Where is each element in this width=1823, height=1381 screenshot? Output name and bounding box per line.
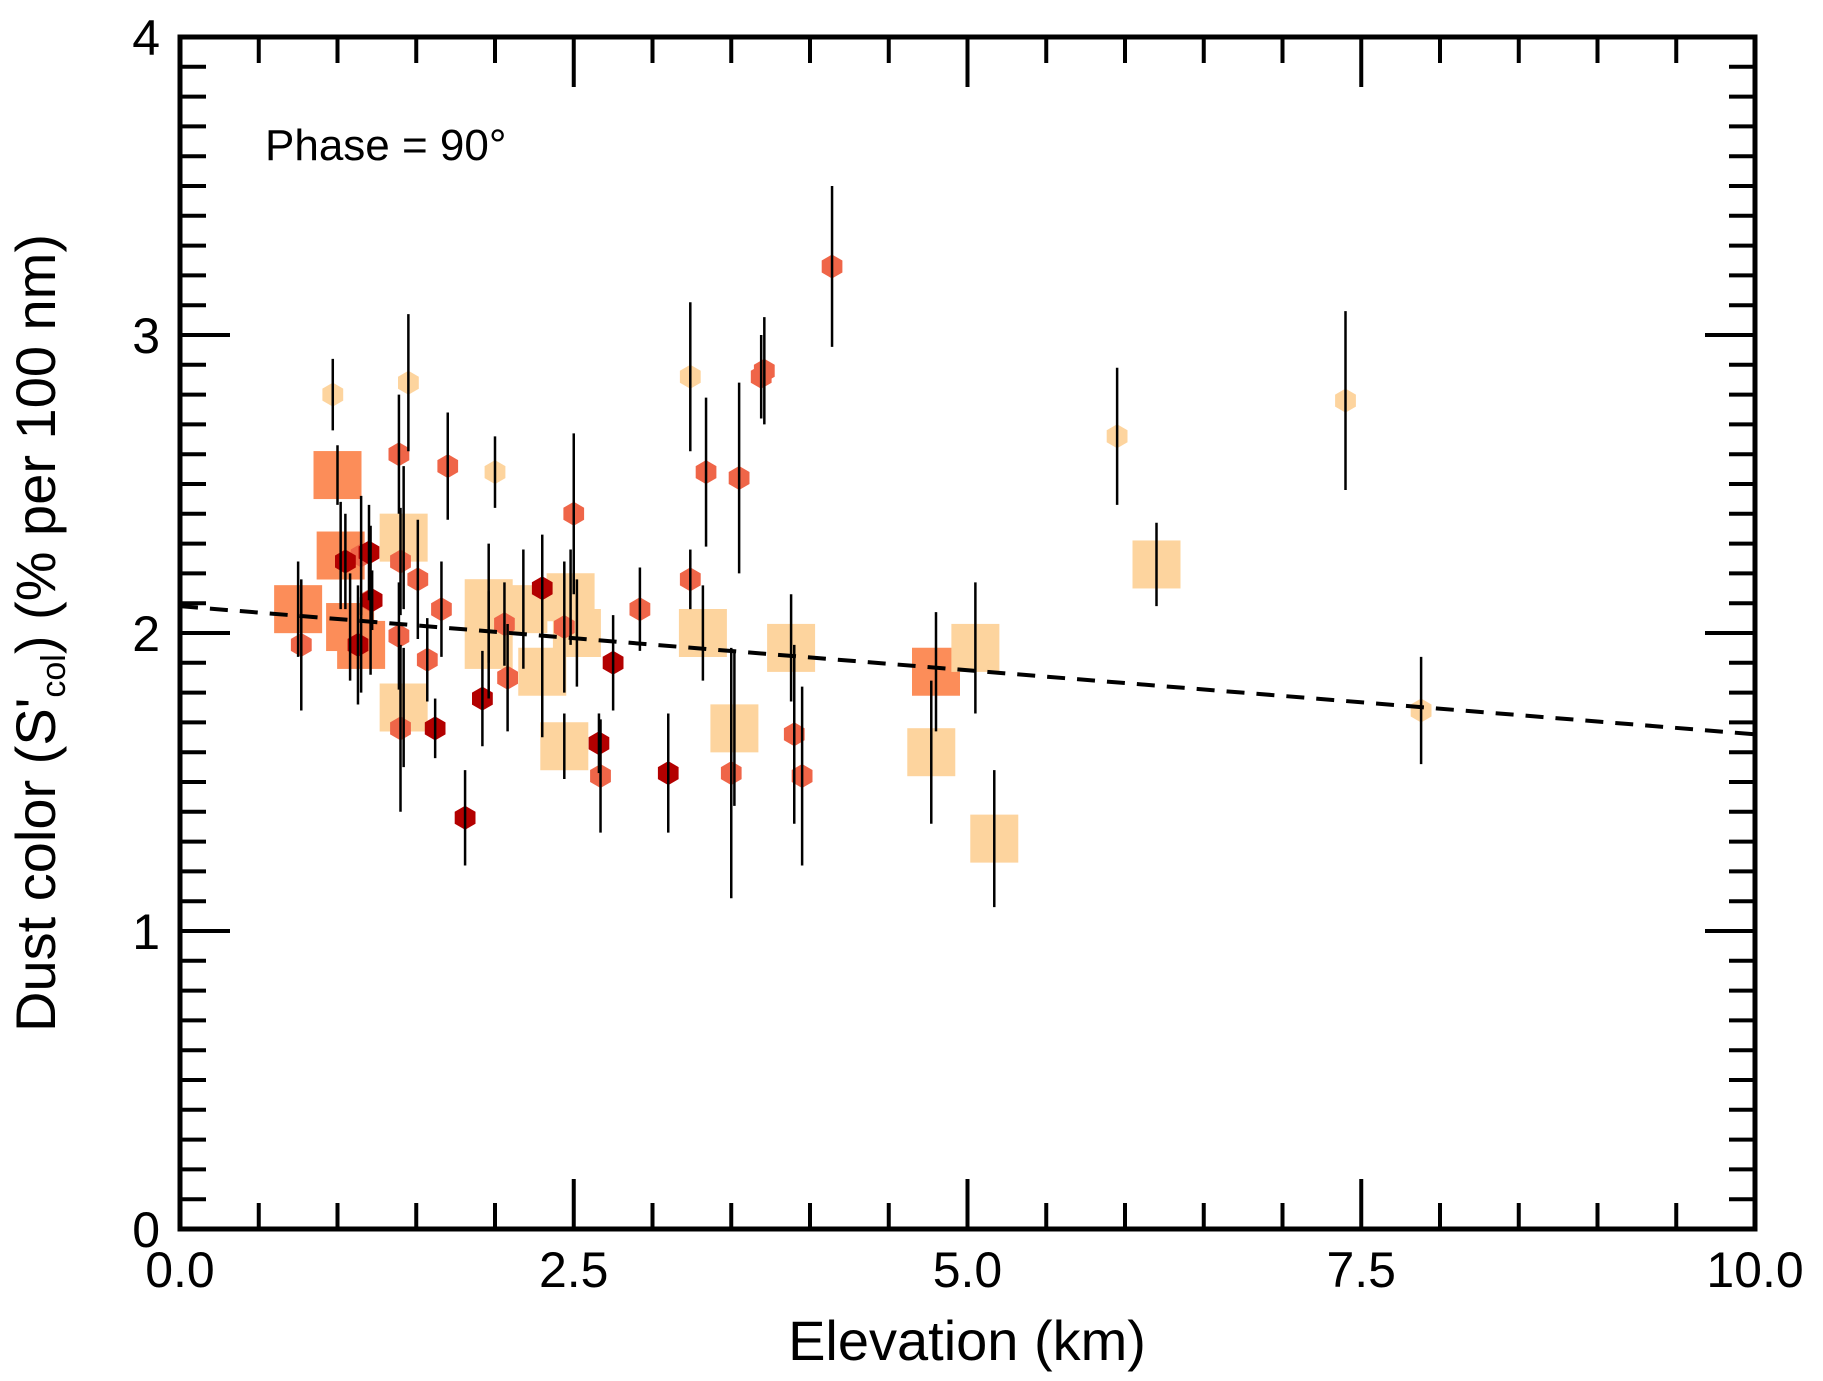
x-tick-label: 5.0: [933, 1242, 1003, 1298]
trend-line-group: [179, 604, 1756, 737]
y-axis-title-subscript: col: [35, 654, 73, 697]
tick-labels: 0.0 2.5 5.0 7.5 10.0 0 1 2 3 4: [132, 10, 1803, 1298]
trend-line: [179, 604, 1756, 737]
y-tick-label: 2: [132, 606, 160, 662]
y-tick-label: 0: [132, 1202, 160, 1258]
x-tick-label: 2.5: [539, 1242, 609, 1298]
phase-annotation: Phase = 90°: [265, 121, 506, 170]
x-axis-title: Elevation (km): [788, 1309, 1146, 1372]
plot-frame: [177, 34, 1758, 1232]
x-tick-label: 0.0: [145, 1242, 215, 1298]
x-tick-label: 10.0: [1706, 1242, 1803, 1298]
y-tick-label: 1: [132, 904, 160, 960]
y-axis-title-rest: ) (% per 100 nm): [4, 234, 67, 654]
y-axis-title-main: Dust color (S': [4, 698, 67, 1032]
x-tick-label: 7.5: [1326, 1242, 1396, 1298]
y-tick-label: 3: [132, 308, 160, 364]
y-axis-title: Dust color (S'col) (% per 100 nm): [4, 234, 73, 1032]
error-bars: [296, 186, 1423, 908]
data-markers: [274, 254, 1432, 863]
y-tick-label: 4: [132, 10, 160, 66]
